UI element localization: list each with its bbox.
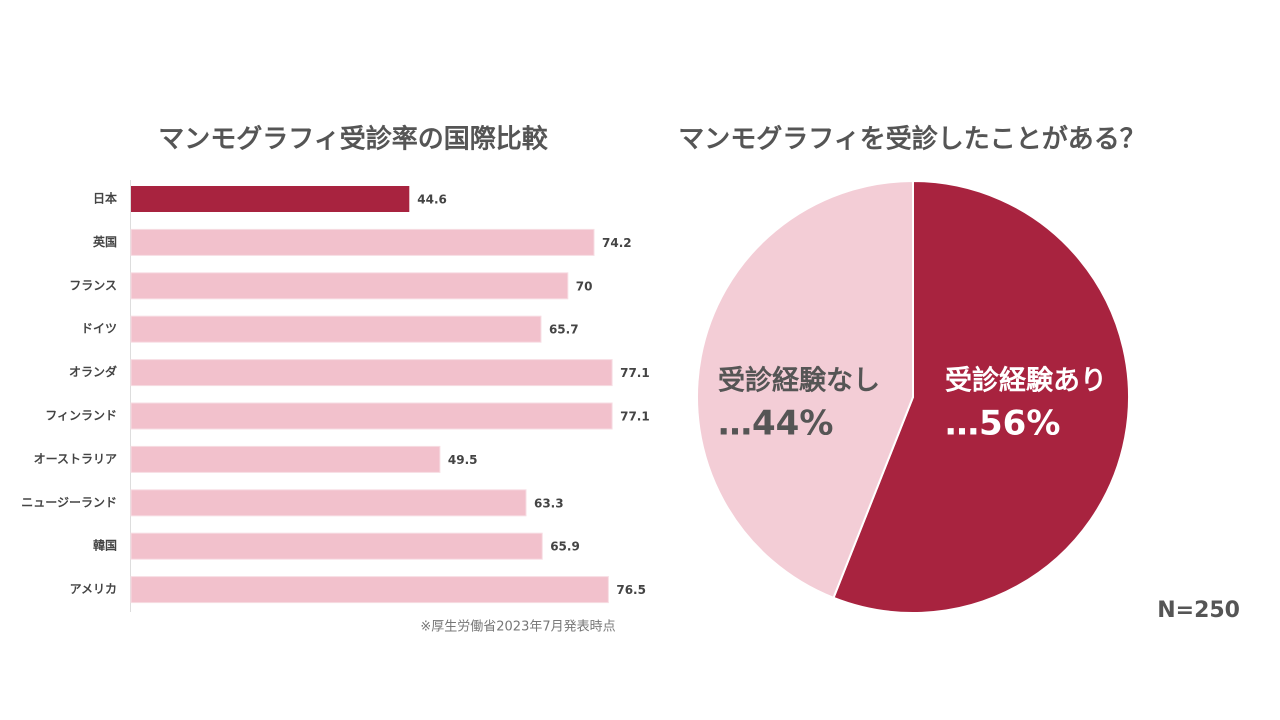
slice-name: 受診経験あり (945, 365, 1107, 397)
value-label: 74.2 (602, 236, 632, 250)
value-label: 70 (576, 279, 593, 293)
value-label: 63.3 (534, 496, 564, 510)
bar (130, 272, 569, 300)
category-label: 英国 (93, 234, 117, 249)
category-label: フィンランド (45, 409, 117, 423)
value-label: 77.1 (620, 410, 650, 424)
bar (130, 228, 595, 256)
category-label: フランス (69, 278, 117, 292)
bar (131, 186, 410, 212)
bar (130, 402, 613, 430)
slice-name: 受診経験なし (718, 365, 880, 397)
value-label: 77.1 (620, 366, 650, 380)
bar (130, 315, 542, 343)
bar (130, 445, 441, 473)
chart-title: マンモグラフィ受診率の国際比較 (158, 124, 548, 155)
slice-value-label: …56% (945, 404, 1060, 444)
category-label: ドイツ (81, 322, 117, 336)
bar (130, 532, 543, 560)
sample-size: N=250 (1157, 598, 1240, 623)
category-label: オーストラリア (34, 452, 117, 466)
value-label: 65.9 (550, 540, 580, 554)
category-label: アメリカ (70, 582, 117, 596)
value-label: 44.6 (417, 193, 447, 207)
bar (130, 359, 613, 387)
pie-slice (696, 179, 914, 600)
bar (130, 576, 609, 604)
category-label: ニュージーランド (21, 495, 117, 509)
value-label: 49.5 (448, 453, 478, 467)
chart-title: マンモグラフィを受診したことがある？ (678, 124, 1145, 155)
category-label: オランダ (69, 364, 117, 379)
category-label: 日本 (93, 191, 117, 206)
category-label: 韓国 (93, 538, 117, 553)
value-label: 76.5 (616, 583, 646, 597)
pie-slice (832, 179, 1130, 614)
bar (130, 489, 527, 517)
footnote: ※厚生労働省2023年7月発表時点 (420, 620, 615, 635)
value-label: 65.7 (549, 323, 579, 337)
slice-value-label: …44% (718, 404, 833, 444)
